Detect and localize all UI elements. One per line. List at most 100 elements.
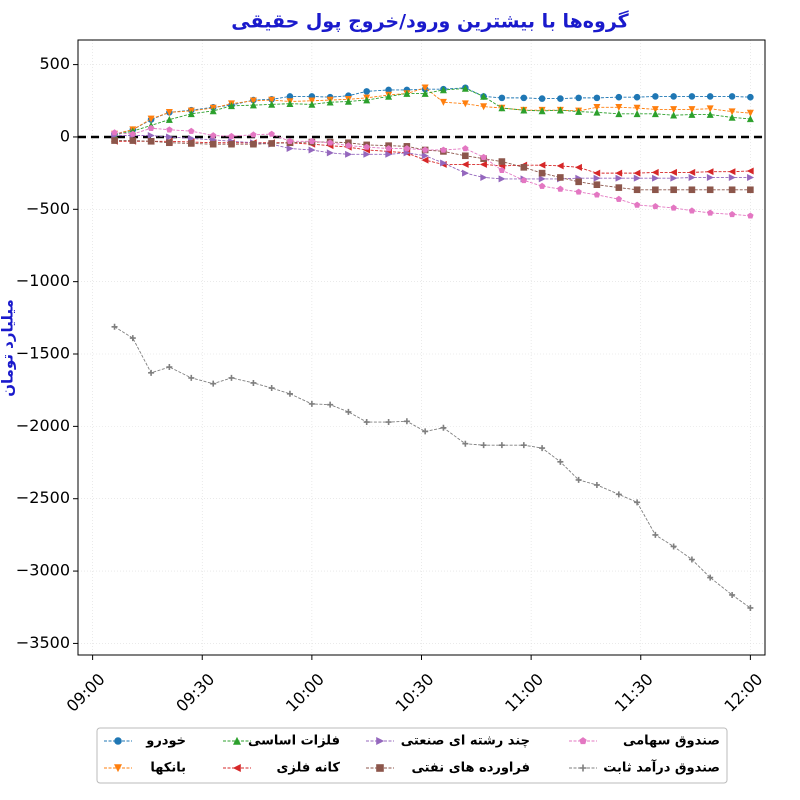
marker <box>688 186 696 194</box>
marker <box>538 107 546 115</box>
marker <box>556 106 564 114</box>
marker <box>385 419 392 426</box>
marker <box>579 764 587 772</box>
marker <box>440 159 448 167</box>
marker <box>111 323 118 330</box>
series-line <box>114 140 751 174</box>
marker <box>363 96 371 104</box>
y-tick-label: −3500 <box>16 633 70 652</box>
marker <box>728 93 736 100</box>
marker <box>538 169 546 177</box>
marker <box>538 182 546 189</box>
marker <box>688 556 695 563</box>
marker <box>462 440 469 447</box>
marker <box>210 380 217 387</box>
marker <box>376 737 385 745</box>
marker <box>746 167 754 175</box>
marker <box>147 124 155 131</box>
marker <box>634 499 641 506</box>
marker <box>615 491 622 498</box>
marker <box>421 146 429 153</box>
marker <box>498 104 506 112</box>
marker <box>652 186 659 194</box>
legend-label: خودرو <box>145 734 186 749</box>
series-line <box>114 88 751 136</box>
marker <box>729 591 736 598</box>
marker <box>210 132 217 139</box>
marker <box>538 175 546 183</box>
marker <box>187 134 195 142</box>
marker <box>461 100 469 108</box>
marker <box>403 149 411 157</box>
marker <box>385 92 393 100</box>
marker <box>479 160 487 168</box>
legend-label: کانه فلزی <box>276 761 340 776</box>
series-line <box>114 140 751 191</box>
marker <box>746 109 754 117</box>
marker <box>593 108 601 116</box>
marker <box>579 737 587 745</box>
marker <box>233 736 241 745</box>
x-tick-label: 11:30 <box>611 670 657 716</box>
marker <box>728 168 736 176</box>
marker <box>498 442 505 449</box>
legend-box <box>96 727 728 784</box>
marker <box>461 160 469 168</box>
marker <box>688 93 696 100</box>
marker <box>652 174 660 182</box>
marker <box>232 764 241 772</box>
marker <box>286 137 294 145</box>
legend-label: فلزات اساسی <box>248 734 340 749</box>
marker <box>363 88 370 95</box>
marker <box>615 110 623 118</box>
marker <box>593 94 601 102</box>
marker <box>652 93 659 100</box>
marker <box>728 113 736 121</box>
marker <box>422 428 429 435</box>
marker <box>670 111 678 119</box>
marker <box>129 137 137 144</box>
marker <box>166 364 173 371</box>
chart-title: گروه‌ها با بیشترین ورود/خروج پول حقیقی <box>231 10 629 33</box>
marker <box>615 103 623 111</box>
marker <box>593 481 600 488</box>
marker <box>520 442 527 449</box>
marker <box>574 163 582 171</box>
marker <box>556 162 564 170</box>
marker <box>747 186 754 194</box>
marker <box>147 115 155 123</box>
series-line <box>114 127 751 217</box>
marker <box>286 145 294 153</box>
marker <box>615 184 623 191</box>
marker <box>747 173 755 181</box>
marker <box>652 531 659 538</box>
marker <box>520 94 528 102</box>
marker <box>746 115 754 123</box>
marker <box>345 142 352 149</box>
marker <box>403 418 410 425</box>
marker <box>308 146 316 154</box>
marker <box>728 210 736 218</box>
marker <box>147 137 155 145</box>
marker <box>250 131 257 138</box>
marker <box>615 195 623 202</box>
marker <box>480 92 488 100</box>
marker <box>633 186 641 194</box>
marker <box>363 143 370 150</box>
marker <box>228 140 235 148</box>
legend-label: صندوق سهامی <box>623 734 720 749</box>
legend-label: چند رشته ای صنعتی <box>401 734 530 749</box>
x-tick-label: 09:00 <box>63 670 109 716</box>
marker <box>728 108 736 116</box>
marker <box>651 106 659 114</box>
marker <box>728 173 736 181</box>
marker <box>575 188 582 195</box>
marker <box>268 96 276 104</box>
marker <box>363 150 371 158</box>
series-line <box>114 135 751 180</box>
marker <box>557 174 564 181</box>
y-tick-label: −3000 <box>16 561 70 580</box>
y-tick-label: −2000 <box>16 416 70 435</box>
marker <box>111 137 118 144</box>
